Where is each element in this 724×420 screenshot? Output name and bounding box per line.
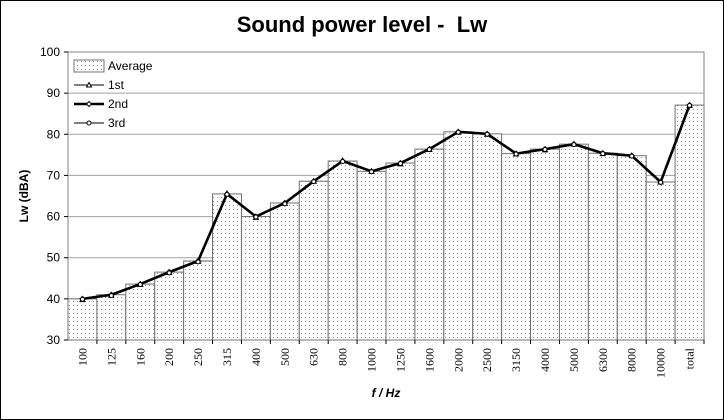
x-tick-label: 3150 [509, 348, 523, 372]
bar-125 [96, 294, 127, 341]
bar-800 [327, 160, 358, 341]
point-3rd [224, 191, 230, 197]
x-tick-label: 315 [220, 348, 234, 366]
x-tick-label: 2000 [451, 348, 465, 372]
x-tick-label: 4000 [538, 348, 552, 372]
point-3rd [484, 131, 490, 137]
x-tick-label: 1600 [422, 348, 436, 372]
x-axis-ticks: 100 125 160 200 250 315 400 500 630 800 1000 1250 16… [75, 340, 705, 378]
y-tick-label: 30 [47, 333, 61, 347]
point-3rd [397, 160, 403, 166]
bar-3150 [501, 153, 532, 341]
y-tick-label: 50 [47, 251, 61, 265]
point-3rd [311, 179, 317, 185]
y-tick-label: 40 [47, 292, 61, 306]
bar-630 [298, 180, 329, 341]
x-tick-label: 250 [191, 348, 205, 366]
legend-swatch-Average [73, 59, 105, 73]
legend-marker-2nd [85, 100, 93, 108]
bar-10000 [645, 181, 676, 341]
bar-1000 [356, 170, 387, 341]
x-tick-label: 8000 [625, 348, 639, 372]
legend-label-Average: Average [108, 59, 153, 73]
y-tick-label: 60 [47, 210, 61, 224]
legend-marker-1st [85, 81, 93, 88]
bar-series-average [67, 104, 705, 341]
legend: Average 1st 2nd 3rd [73, 59, 153, 130]
bar-160 [125, 283, 156, 341]
point-3rd [253, 214, 259, 220]
bar-6300 [587, 152, 618, 341]
point-3rd [166, 270, 172, 276]
bar-4000 [530, 148, 560, 341]
x-tick-label: 1000 [365, 348, 379, 372]
x-tick-label: 800 [336, 348, 350, 366]
y-tick-label: 90 [47, 86, 61, 100]
point-3rd [658, 179, 664, 185]
point-3rd [340, 158, 346, 164]
x-tick-label: 10000 [654, 348, 668, 378]
bar-400 [240, 216, 271, 341]
point-3rd [513, 151, 519, 157]
legend-label-1st: 1st [108, 78, 125, 92]
point-3rd [455, 129, 461, 135]
chart-title: Sound power level - Lw [236, 12, 488, 37]
x-tick-label: 1250 [393, 348, 407, 372]
point-3rd [369, 169, 375, 175]
x-axis-label: f / Hz [372, 386, 401, 400]
legend-label-3rd: 3rd [108, 116, 125, 130]
bar-500 [269, 202, 300, 341]
point-3rd [542, 147, 548, 153]
line-series-3rd [82, 105, 691, 300]
point-3rd [600, 151, 606, 157]
bar-2000 [443, 131, 474, 341]
bar-8000 [616, 155, 647, 341]
x-tick-label: 100 [75, 348, 89, 366]
point-3rd [79, 296, 85, 302]
point-3rd [629, 153, 635, 159]
point-3rd [195, 259, 201, 265]
y-tick-label: 80 [47, 127, 61, 141]
y-tick-label: 100 [40, 45, 60, 59]
point-3rd [137, 281, 143, 287]
x-tick-label: total [683, 347, 697, 369]
bar-200 [154, 271, 185, 341]
bar-total [674, 104, 705, 341]
y-axis-ticks: 30 40 50 60 70 80 90 100 [40, 45, 68, 347]
x-tick-label: 2500 [480, 348, 494, 372]
legend-marker-3rd [86, 120, 92, 126]
x-tick-label: 5000 [567, 348, 581, 372]
x-tick-label: 160 [133, 348, 147, 366]
x-tick-label: 125 [104, 348, 118, 366]
x-tick-label: 630 [307, 348, 321, 366]
x-tick-label: 400 [249, 348, 263, 366]
y-axis-label: Lw (dBA) [17, 170, 31, 223]
bar-100 [67, 298, 98, 341]
x-tick-label: 500 [278, 348, 292, 366]
x-tick-label: 6300 [596, 348, 610, 372]
point-3rd [426, 147, 432, 153]
bar-1250 [385, 162, 416, 341]
legend-label-2nd: 2nd [108, 97, 128, 111]
point-3rd [282, 201, 288, 207]
bar-1600 [414, 148, 445, 341]
bar-250 [183, 260, 214, 341]
bar-2500 [472, 133, 503, 341]
line-series [79, 101, 693, 303]
point-3rd [687, 102, 693, 108]
y-tick-label: 70 [47, 168, 61, 182]
bar-5000 [558, 143, 589, 341]
point-3rd [108, 293, 114, 299]
x-tick-label: 200 [162, 348, 176, 366]
point-3rd [571, 142, 577, 148]
